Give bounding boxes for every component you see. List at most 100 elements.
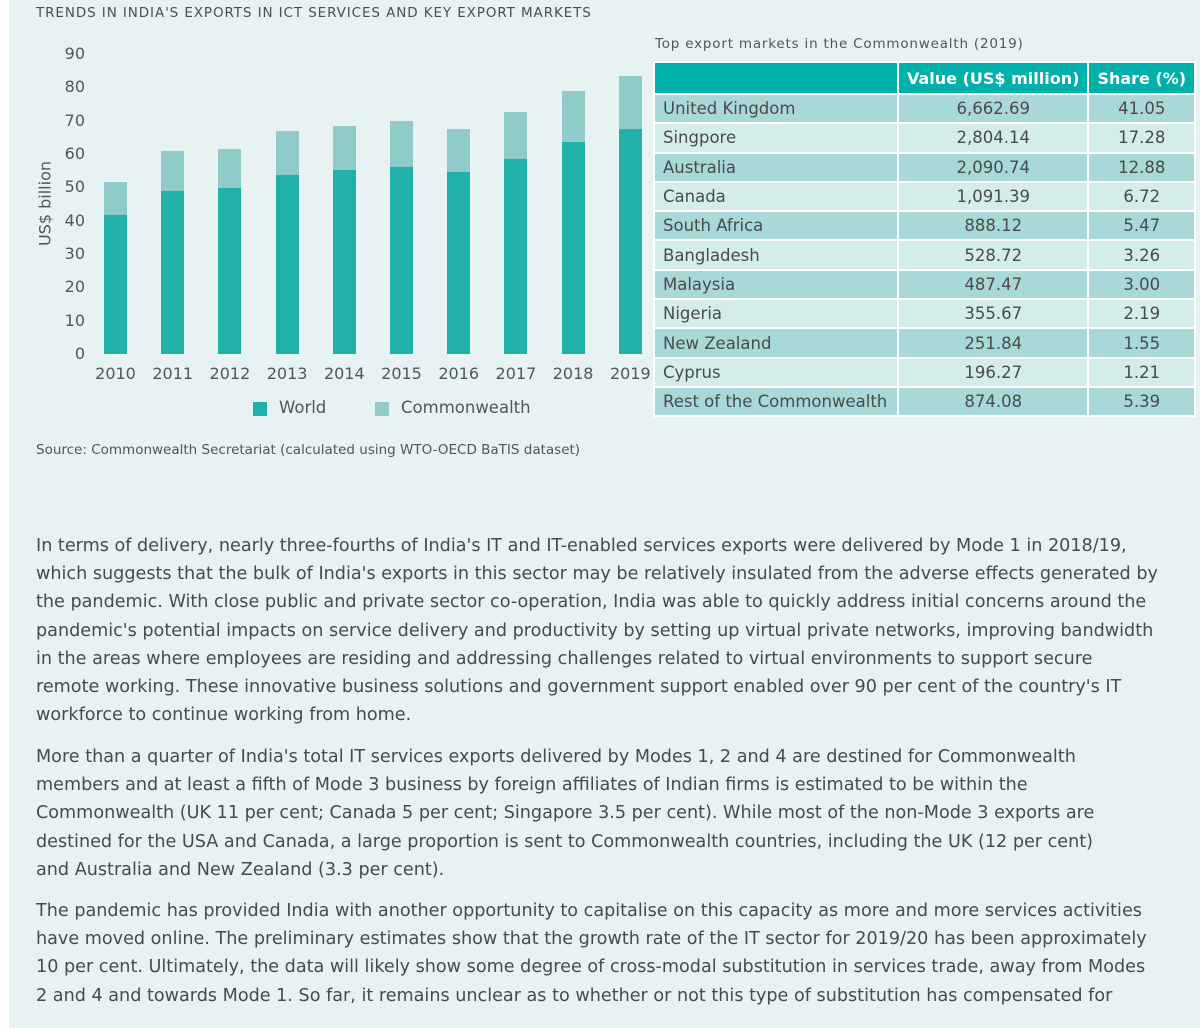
bar-world-2018 bbox=[561, 142, 585, 354]
bar-commonwealth-2014 bbox=[332, 125, 356, 170]
country-cell: New Zealand bbox=[655, 329, 897, 357]
value-cell: 874.08 bbox=[899, 387, 1088, 416]
country-cell: Australia bbox=[655, 153, 897, 181]
header-share: Share (%) bbox=[1089, 63, 1195, 93]
paragraph-line: and Australia and New Zealand (3.3 per c… bbox=[36, 859, 445, 880]
bar-world-2014 bbox=[332, 169, 356, 354]
table-caption: Top export markets in the Commonwealth (… bbox=[655, 36, 1024, 52]
country-cell: Singpore bbox=[655, 124, 897, 152]
x-tick-label: 2014 bbox=[323, 364, 365, 383]
bar-world-2013 bbox=[275, 174, 299, 354]
header-value: Value (US$ million) bbox=[899, 63, 1088, 93]
paragraph-line: In terms of delivery, nearly three-fourt… bbox=[36, 536, 1127, 556]
header-country bbox=[655, 63, 897, 93]
x-tick-label: 2010 bbox=[95, 364, 136, 383]
bar-commonwealth-2019 bbox=[618, 75, 642, 130]
paragraph-3: The pandemic has provided India with ano… bbox=[36, 897, 1147, 1010]
paragraph-line: which suggests that the bulk of India's … bbox=[36, 564, 1158, 585]
value-cell: 251.84 bbox=[899, 329, 1088, 357]
country-cell: Bangladesh bbox=[655, 241, 897, 269]
bar-commonwealth-2012 bbox=[218, 148, 242, 188]
paragraph-line: remote working. These innovative busines… bbox=[36, 677, 1122, 698]
country-cell: South Africa bbox=[655, 212, 897, 240]
value-cell: 487.47 bbox=[899, 270, 1088, 299]
bar-world-2016 bbox=[447, 172, 471, 354]
x-tick-label: 2012 bbox=[209, 364, 251, 383]
country-cell: United Kingdom bbox=[655, 95, 897, 123]
country-cell: Rest of the Commonwealth bbox=[655, 387, 897, 416]
x-tick-label: 2019 bbox=[609, 364, 651, 383]
y-tick-label: 30 bbox=[64, 244, 85, 263]
bar-commonwealth-2011 bbox=[161, 151, 185, 191]
paragraph-line: 10 per cent. Ultimately, the data will l… bbox=[36, 957, 1146, 978]
paragraph-line: destined for the USA and Canada, a large… bbox=[36, 831, 1094, 852]
bar-commonwealth-2016 bbox=[447, 128, 471, 172]
legend-commonwealth: Commonwealth bbox=[375, 398, 531, 417]
country-cell: Cyprus bbox=[655, 358, 897, 386]
country-cell: Canada bbox=[655, 182, 897, 211]
paragraph-line: Commonwealth (UK 11 per cent; Canada 5 p… bbox=[36, 803, 1095, 824]
paragraph-1: In terms of delivery, nearly three-fourt… bbox=[36, 532, 1158, 729]
table-header-row: Value (US$ million) Share (%) bbox=[655, 63, 1195, 93]
share-cell: 6.72 bbox=[1089, 182, 1195, 211]
value-cell: 888.12 bbox=[899, 212, 1088, 240]
table-row: Australia 2,090.74 12.88 bbox=[655, 153, 1195, 181]
y-axis-label: US$ billion bbox=[35, 161, 55, 246]
table-row: Rest of the Commonwealth 874.08 5.39 bbox=[655, 387, 1195, 416]
share-cell: 2.19 bbox=[1089, 300, 1195, 328]
paragraph-line: workforce to continue working from home. bbox=[36, 705, 412, 726]
bar-world-2010 bbox=[104, 215, 127, 354]
country-cell: Nigeria bbox=[655, 300, 897, 328]
bar-world-2019 bbox=[618, 129, 642, 354]
y-tick-label: 10 bbox=[64, 310, 85, 330]
value-cell: 1,091.39 bbox=[899, 182, 1088, 211]
bar-world-2015 bbox=[390, 166, 413, 354]
share-cell: 12.88 bbox=[1089, 153, 1195, 181]
paragraph-line: More than a quarter of India's total IT … bbox=[36, 747, 1076, 767]
share-cell: 5.47 bbox=[1089, 212, 1195, 240]
export-markets-table: Value (US$ million) Share (%) United Kin… bbox=[653, 61, 1197, 418]
value-cell: 2,090.74 bbox=[899, 153, 1088, 181]
share-cell: 3.00 bbox=[1089, 270, 1195, 299]
paragraph-line: in the areas where employees are residin… bbox=[36, 648, 1093, 669]
value-cell: 528.72 bbox=[899, 241, 1088, 269]
bar-commonwealth-2018 bbox=[561, 90, 585, 143]
paragraph-line: have moved online. The preliminary estim… bbox=[36, 929, 1147, 950]
y-tick-label: 20 bbox=[64, 277, 85, 297]
bar-commonwealth-2017 bbox=[504, 112, 528, 160]
share-cell: 17.28 bbox=[1089, 124, 1195, 152]
y-tick-label: 60 bbox=[64, 144, 85, 163]
source-note: Source: Commonwealth Secretariat (calcul… bbox=[36, 442, 581, 458]
table-row: Malaysia 487.47 3.00 bbox=[655, 270, 1195, 299]
y-tick-label: 0 bbox=[74, 344, 85, 363]
legend-swatch-world bbox=[253, 402, 267, 416]
share-cell: 1.55 bbox=[1089, 329, 1195, 357]
legend-swatch-commonwealth bbox=[375, 402, 389, 416]
value-cell: 355.67 bbox=[899, 300, 1088, 328]
bar-world-2011 bbox=[161, 190, 185, 354]
share-cell: 1.21 bbox=[1089, 358, 1195, 386]
x-tick-label: 2016 bbox=[438, 364, 480, 383]
share-cell: 5.39 bbox=[1089, 387, 1195, 416]
value-cell: 2,804.14 bbox=[899, 124, 1088, 152]
table-row: United Kingdom 6,662.69 41.05 bbox=[655, 95, 1195, 123]
table-row: Singpore 2,804.14 17.28 bbox=[655, 124, 1195, 152]
y-tick-label: 70 bbox=[64, 110, 85, 130]
x-tick-label: 2011 bbox=[152, 364, 194, 383]
paragraph-line: 2 and 4 and towards Mode 1. So far, it r… bbox=[36, 985, 1113, 1006]
legend-label-commonwealth: Commonwealth bbox=[401, 398, 531, 417]
x-tick-label: 2018 bbox=[552, 364, 594, 383]
table-row: New Zealand 251.84 1.55 bbox=[655, 329, 1195, 357]
paragraph-line: pandemic's potential impacts on service … bbox=[36, 620, 1154, 641]
table-row: South Africa 888.12 5.47 bbox=[655, 212, 1195, 240]
share-cell: 3.26 bbox=[1089, 241, 1195, 269]
share-cell: 41.05 bbox=[1089, 95, 1195, 123]
bar-commonwealth-2010 bbox=[104, 182, 127, 215]
paragraph-line: The pandemic has provided India with ano… bbox=[36, 901, 1142, 921]
y-tick-label: 80 bbox=[64, 77, 85, 97]
x-tick-label: 2013 bbox=[266, 364, 308, 383]
table-row: Bangladesh 528.72 3.26 bbox=[655, 241, 1195, 269]
legend-label-world: World bbox=[279, 398, 327, 417]
bar-commonwealth-2015 bbox=[390, 121, 413, 167]
table-row: Canada 1,091.39 6.72 bbox=[655, 182, 1195, 211]
